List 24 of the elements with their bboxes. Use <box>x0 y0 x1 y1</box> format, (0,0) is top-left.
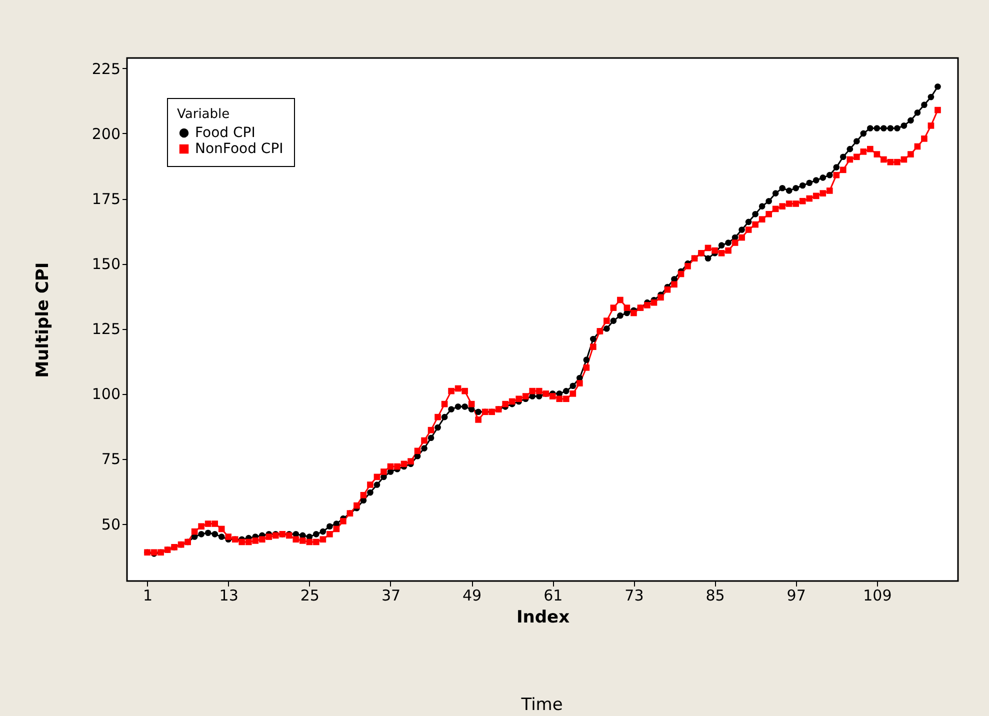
y-tick-label: 200 <box>92 124 120 143</box>
y-tick-label: 75 <box>101 450 120 468</box>
x-tick-label: 73 <box>624 586 644 604</box>
x-tick-label: 61 <box>544 586 563 604</box>
y-tick-label: 225 <box>92 60 120 78</box>
x-tick-label: 85 <box>706 586 725 604</box>
y-tick-label: 150 <box>92 255 120 274</box>
y-tick-label: 100 <box>92 385 120 404</box>
legend-title: Variable <box>177 107 230 122</box>
x-tick-label: 49 <box>462 586 482 604</box>
x-tick-label: 109 <box>863 586 892 604</box>
y-tick-label: 125 <box>92 320 120 338</box>
y-tick-label: 50 <box>101 515 120 534</box>
x-tick-label: 1 <box>142 586 153 604</box>
x-tick-label: 25 <box>300 586 320 604</box>
x-tick-label: 13 <box>219 586 238 604</box>
y-axis-title: Multiple CPI <box>32 262 53 378</box>
legend-label: NonFood CPI <box>195 141 284 157</box>
y-tick-label: 175 <box>92 190 120 208</box>
text: Time <box>520 695 563 715</box>
x-axis-title: Index <box>516 608 570 628</box>
x-tick-label: 37 <box>381 586 401 604</box>
legend-label: Food CPI <box>195 125 256 141</box>
x-tick-label: 97 <box>786 586 806 604</box>
